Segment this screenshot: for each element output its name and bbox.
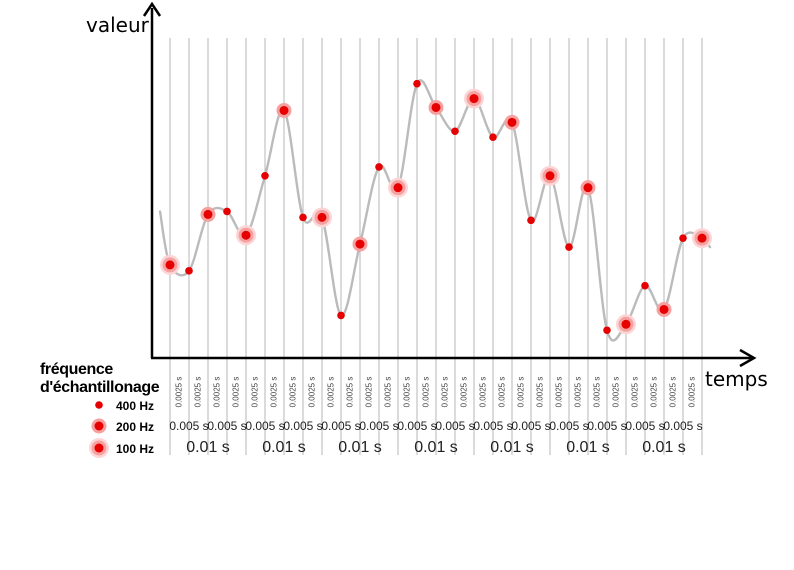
tick-label-0-0025: 0.0025 s xyxy=(213,377,222,408)
sample-point-400hz xyxy=(261,172,269,180)
tick-label-0-0025: 0.0025 s xyxy=(593,377,602,408)
x-axis-arrow xyxy=(739,348,757,368)
tick-label-0-005: 0.005 s xyxy=(511,419,550,433)
sample-point-100hz xyxy=(388,177,408,198)
sample-points xyxy=(160,79,712,335)
tick-label-0-005: 0.005 s xyxy=(283,419,322,433)
sample-point-100hz xyxy=(464,88,484,109)
sample-point-400hz xyxy=(603,326,611,335)
tick-label-0-005: 0.005 s xyxy=(169,419,208,433)
legend-label-400hz: 400 Hz xyxy=(116,399,154,413)
tick-label-0-0025: 0.0025 s xyxy=(175,377,184,408)
tick-label-0-005: 0.005 s xyxy=(587,419,626,433)
y-axis-arrow xyxy=(142,1,162,17)
sample-point-100hz xyxy=(312,207,332,228)
sample-point-100hz xyxy=(236,225,256,246)
time-grid xyxy=(169,38,703,455)
legend: fréquence d'échantillonage 400 Hz 200 Hz… xyxy=(40,361,160,458)
sample-point-100hz xyxy=(616,314,636,335)
tick-label-0-0025: 0.0025 s xyxy=(498,377,507,408)
tick-label-0-0025: 0.0025 s xyxy=(517,377,526,408)
tick-label-0-0025: 0.0025 s xyxy=(251,377,260,408)
tick-label-0-01: 0.01 s xyxy=(566,439,610,456)
sample-point-400hz xyxy=(527,216,535,225)
tick-label-0-0025: 0.0025 s xyxy=(555,377,564,408)
sample-point-400hz xyxy=(299,213,307,222)
sample-point-400hz xyxy=(337,311,345,320)
tick-label-0-0025: 0.0025 s xyxy=(365,377,374,408)
tick-label-0-005: 0.005 s xyxy=(321,419,360,433)
tick-label-0-005: 0.005 s xyxy=(473,419,512,433)
x-axis-label: temps xyxy=(705,367,768,391)
sample-point-400hz xyxy=(413,79,421,88)
sample-point-200hz xyxy=(504,114,520,130)
tick-label-0-0025: 0.0025 s xyxy=(574,377,583,408)
tick-label-0-0025: 0.0025 s xyxy=(479,377,488,408)
tick-label-0-0025: 0.0025 s xyxy=(194,377,203,408)
sample-point-400hz xyxy=(375,163,383,171)
tick-label-0-0025: 0.0025 s xyxy=(232,377,241,408)
sample-point-200hz xyxy=(276,102,292,118)
sample-point-100hz xyxy=(160,254,180,275)
legend-title-line2: d'échantillonage xyxy=(40,379,160,396)
tick-label-0-0025: 0.0025 s xyxy=(612,377,621,408)
sample-point-100hz xyxy=(692,228,712,249)
tick-label-0-0025: 0.0025 s xyxy=(460,377,469,408)
time-scale-labels: 0.0025 s 0.0025 s 0.0025 s 0.0025 s 0.0025 s… xyxy=(169,377,702,456)
sample-point-400hz xyxy=(185,267,193,275)
sample-point-200hz xyxy=(200,206,216,222)
tick-label-0-0025: 0.0025 s xyxy=(346,377,355,408)
sample-point-100hz xyxy=(540,165,560,186)
legend-label-100hz: 100 Hz xyxy=(116,442,154,456)
tick-label-0-0025: 0.0025 s xyxy=(308,377,317,408)
tick-label-0-0025: 0.0025 s xyxy=(422,377,431,408)
tick-label-0-005: 0.005 s xyxy=(207,419,246,433)
tick-label-0-005: 0.005 s xyxy=(625,419,664,433)
tick-label-0-0025: 0.0025 s xyxy=(536,377,545,408)
tick-label-0-0025: 0.0025 s xyxy=(650,377,659,408)
tick-label-0-0025: 0.0025 s xyxy=(669,377,678,408)
tick-label-0-005: 0.005 s xyxy=(245,419,284,433)
tick-label-0-01: 0.01 s xyxy=(414,439,458,456)
tick-label-0-005: 0.005 s xyxy=(435,419,474,433)
legend-title-line1: fréquence xyxy=(40,361,113,378)
tick-label-0-0025: 0.0025 s xyxy=(403,377,412,408)
tick-label-0-0025: 0.0025 s xyxy=(270,377,279,408)
tick-label-0-005: 0.005 s xyxy=(663,419,702,433)
legend-marker-200hz xyxy=(94,421,104,431)
tick-label-0-005: 0.005 s xyxy=(397,419,436,433)
sample-point-400hz xyxy=(565,243,573,251)
tick-label-0-01: 0.01 s xyxy=(642,439,686,456)
sample-point-400hz xyxy=(223,207,231,216)
sample-point-400hz xyxy=(451,127,459,136)
sample-point-200hz xyxy=(352,236,368,252)
sample-point-400hz xyxy=(489,133,497,141)
tick-label-0-01: 0.01 s xyxy=(186,439,230,456)
sample-point-400hz xyxy=(641,281,649,290)
sample-point-200hz xyxy=(428,99,444,115)
sample-point-200hz xyxy=(580,180,596,196)
tick-label-0-0025: 0.0025 s xyxy=(688,377,697,408)
legend-label-200hz: 200 Hz xyxy=(116,420,154,434)
tick-label-0-005: 0.005 s xyxy=(359,419,398,433)
signal-curve xyxy=(158,79,712,342)
sample-point-200hz xyxy=(656,301,672,317)
y-axis-label: valeur xyxy=(86,13,150,37)
tick-label-0-0025: 0.0025 s xyxy=(289,377,298,408)
legend-marker-400hz xyxy=(95,401,103,409)
tick-label-0-0025: 0.0025 s xyxy=(631,377,640,408)
legend-marker-100hz xyxy=(94,443,104,453)
tick-label-0-01: 0.01 s xyxy=(338,439,382,456)
tick-label-0-0025: 0.0025 s xyxy=(327,377,336,408)
tick-label-0-0025: 0.0025 s xyxy=(384,377,393,408)
tick-label-0-0025: 0.0025 s xyxy=(441,377,450,408)
tick-label-0-01: 0.01 s xyxy=(262,439,306,456)
sample-point-400hz xyxy=(679,234,687,242)
tick-label-0-01: 0.01 s xyxy=(490,439,534,456)
tick-label-0-005: 0.005 s xyxy=(549,419,588,433)
